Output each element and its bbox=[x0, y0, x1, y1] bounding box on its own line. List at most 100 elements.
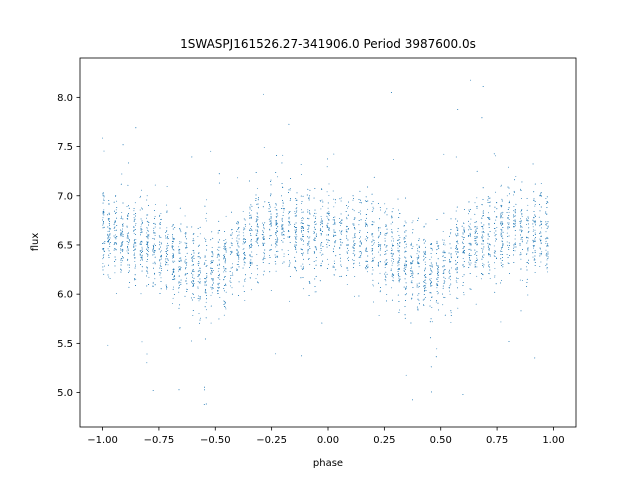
data-point bbox=[300, 238, 302, 240]
data-point bbox=[405, 222, 407, 224]
data-point bbox=[211, 251, 213, 253]
data-point bbox=[263, 253, 265, 255]
data-point bbox=[307, 217, 308, 219]
data-point bbox=[224, 276, 226, 277]
data-point bbox=[127, 214, 129, 216]
data-point bbox=[457, 252, 459, 253]
data-point bbox=[444, 278, 446, 279]
data-point bbox=[224, 260, 226, 262]
data-point bbox=[153, 251, 155, 253]
data-point bbox=[230, 267, 232, 269]
data-point bbox=[212, 278, 214, 280]
data-point bbox=[501, 215, 502, 217]
data-point bbox=[107, 248, 109, 250]
data-point bbox=[192, 250, 194, 252]
data-point bbox=[225, 238, 227, 240]
data-point bbox=[148, 284, 150, 285]
data-point bbox=[295, 248, 297, 250]
data-point bbox=[102, 247, 104, 249]
data-point bbox=[122, 223, 124, 225]
data-point bbox=[315, 276, 317, 277]
data-point bbox=[186, 245, 188, 247]
data-point bbox=[411, 222, 413, 224]
data-point bbox=[270, 216, 272, 218]
data-point bbox=[533, 198, 535, 200]
data-point bbox=[200, 272, 201, 274]
data-point bbox=[127, 216, 129, 218]
data-point bbox=[443, 280, 445, 282]
data-point bbox=[380, 245, 381, 247]
data-point bbox=[534, 244, 536, 246]
data-point bbox=[500, 228, 502, 230]
data-point bbox=[223, 244, 225, 246]
data-point bbox=[217, 255, 219, 257]
data-point bbox=[224, 302, 226, 304]
data-point bbox=[212, 253, 214, 255]
data-point bbox=[307, 251, 309, 253]
data-point bbox=[165, 235, 167, 237]
data-point bbox=[301, 201, 303, 203]
data-point bbox=[258, 197, 259, 199]
data-point bbox=[393, 274, 395, 276]
data-point bbox=[237, 223, 239, 225]
data-point bbox=[405, 241, 406, 242]
data-point bbox=[276, 244, 278, 246]
data-point bbox=[398, 262, 400, 264]
data-point bbox=[269, 220, 271, 222]
data-point bbox=[521, 226, 523, 228]
data-point bbox=[424, 279, 426, 281]
data-point bbox=[251, 209, 253, 211]
data-point bbox=[384, 261, 386, 263]
data-point bbox=[403, 225, 405, 227]
data-point bbox=[256, 229, 258, 231]
data-point bbox=[295, 267, 297, 269]
data-point bbox=[404, 317, 406, 319]
data-point bbox=[121, 256, 123, 258]
data-point bbox=[122, 230, 124, 232]
data-point bbox=[238, 246, 240, 248]
data-point bbox=[326, 246, 328, 248]
data-point bbox=[114, 210, 116, 212]
data-point bbox=[464, 250, 465, 251]
data-point bbox=[333, 260, 335, 262]
data-point bbox=[534, 232, 536, 234]
data-point bbox=[113, 201, 115, 203]
data-point bbox=[483, 239, 484, 241]
data-point bbox=[526, 218, 528, 220]
data-point bbox=[391, 258, 393, 260]
data-point bbox=[354, 276, 356, 277]
data-point bbox=[237, 177, 239, 179]
data-point bbox=[165, 260, 167, 262]
data-point bbox=[334, 262, 335, 264]
data-point bbox=[289, 260, 290, 262]
data-point bbox=[302, 217, 304, 219]
data-point bbox=[159, 244, 161, 246]
data-point bbox=[206, 249, 208, 251]
data-point bbox=[442, 260, 444, 262]
data-point bbox=[546, 254, 548, 256]
data-point bbox=[474, 235, 476, 237]
data-point bbox=[314, 239, 316, 241]
data-point bbox=[134, 267, 136, 269]
data-point bbox=[206, 245, 208, 247]
data-point bbox=[463, 292, 465, 294]
data-point bbox=[546, 263, 548, 265]
data-point bbox=[103, 198, 105, 200]
data-point bbox=[121, 173, 123, 175]
data-point bbox=[481, 258, 483, 260]
data-point bbox=[172, 247, 174, 249]
data-point bbox=[506, 232, 508, 234]
data-point bbox=[120, 235, 122, 237]
data-point bbox=[397, 243, 399, 245]
data-point bbox=[520, 220, 522, 222]
data-point bbox=[122, 228, 123, 230]
data-point bbox=[333, 198, 335, 200]
data-point bbox=[224, 269, 226, 271]
data-point bbox=[114, 237, 116, 239]
data-point bbox=[436, 278, 438, 280]
data-point bbox=[500, 223, 502, 225]
data-point bbox=[540, 239, 542, 241]
data-point bbox=[385, 253, 387, 255]
data-point bbox=[262, 237, 264, 239]
data-point bbox=[236, 230, 238, 232]
